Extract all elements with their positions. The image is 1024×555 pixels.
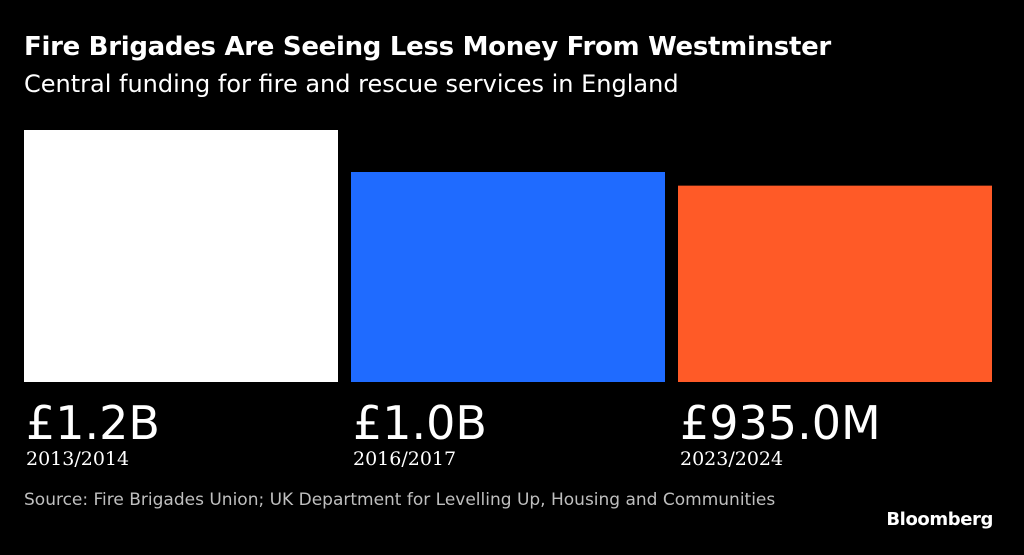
bar-2013-2014 (24, 130, 338, 382)
category-label: 2023/2024 (680, 448, 783, 470)
bar-2023-2024 (678, 185, 992, 382)
bar-2016-2017 (351, 172, 665, 382)
value-label: £1.2B (26, 396, 160, 450)
bloomberg-logo: Bloomberg (886, 509, 993, 530)
chart-subtitle: Central funding for fire and rescue serv… (24, 70, 679, 98)
category-label: 2013/2014 (26, 448, 129, 470)
source-note: Source: Fire Brigades Union; UK Departme… (24, 490, 776, 510)
category-label: 2016/2017 (353, 448, 456, 470)
value-label: £935.0M (680, 396, 881, 450)
value-label: £1.0B (353, 396, 487, 450)
chart-title: Fire Brigades Are Seeing Less Money From… (24, 32, 831, 62)
